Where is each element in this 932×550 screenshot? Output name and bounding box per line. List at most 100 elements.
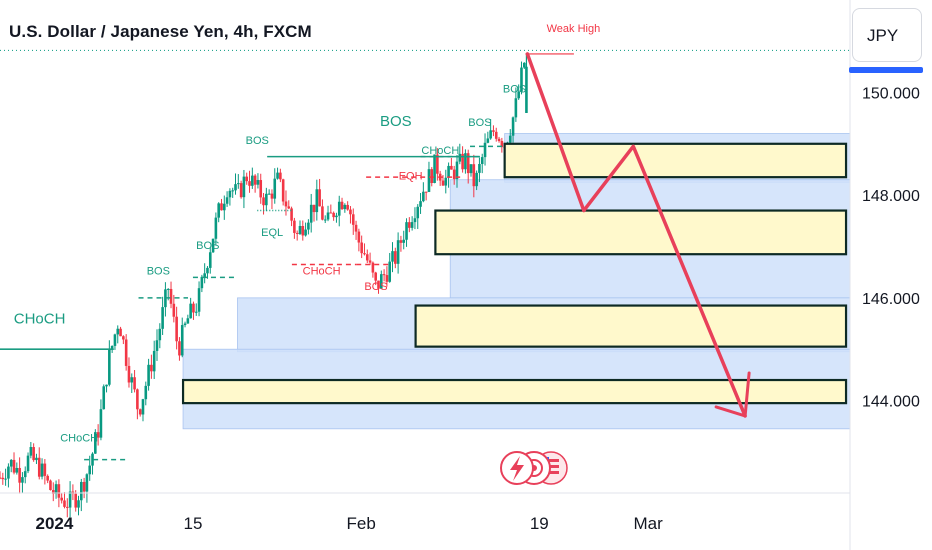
x-tick-label: 15 [183, 514, 202, 533]
candle-body [430, 169, 434, 184]
candle-body [483, 142, 487, 158]
candle-body [0, 477, 2, 479]
order-block-box [434, 209, 848, 256]
candle-body [455, 161, 459, 180]
order-block-box [181, 378, 848, 405]
chart-title: U.S. Dollar / Japanese Yen, 4h, FXCM [9, 22, 312, 41]
y-tick-label: 150.000 [862, 85, 920, 102]
candle-body [18, 467, 21, 483]
candle-body [46, 475, 49, 481]
candle-body [37, 457, 41, 477]
event-icons[interactable] [500, 451, 568, 485]
candle-body [464, 153, 467, 170]
candle-body [427, 169, 431, 192]
currency-button[interactable]: JPY [852, 8, 922, 62]
x-tick-label: Mar [633, 514, 663, 533]
candle-body [475, 172, 478, 187]
order-block-box [414, 304, 848, 348]
candle-body [478, 163, 481, 173]
candle-body [147, 364, 150, 386]
candle-body [208, 252, 212, 268]
structure-label: BOS [246, 135, 269, 147]
candle-body [12, 459, 16, 473]
candle-body [200, 276, 204, 289]
candle-body [416, 206, 420, 219]
candle-body [522, 62, 526, 68]
candle-body [29, 447, 33, 456]
candle-body [225, 197, 229, 204]
structure-labels: CHoCH CHoCH BOS BOS BOS BOS CHoCH EQH EQL CHoCH BO… [14, 23, 601, 445]
earnings-lightning-icon[interactable] [500, 451, 534, 485]
candle-body [197, 288, 201, 312]
candle-body [441, 180, 445, 186]
candle-body [298, 226, 302, 234]
candle-body [99, 409, 103, 438]
candle-body [122, 336, 125, 340]
candle-body [203, 273, 206, 277]
candle-body [436, 154, 439, 174]
structure-lines [0, 53, 574, 461]
candle-body [32, 447, 35, 461]
candle-body [525, 66, 528, 113]
candle-body [110, 345, 114, 350]
candle-body [194, 311, 198, 313]
candle-body [49, 480, 52, 491]
candle-body [63, 500, 66, 507]
candle-body [346, 204, 349, 210]
structure-label: CHoCH [303, 266, 341, 278]
candle-body [293, 220, 296, 233]
candle-body [377, 280, 380, 289]
candle-body [318, 189, 321, 207]
candle-body [68, 491, 72, 508]
y-tick-label: 144.000 [862, 394, 920, 411]
candle-body [178, 341, 181, 356]
candle-body [284, 201, 288, 207]
candle-body [494, 131, 498, 139]
candle-body [136, 389, 139, 410]
candle-body [458, 153, 462, 162]
candle-body [287, 206, 291, 209]
candle-body [237, 183, 240, 185]
candle-body [337, 201, 341, 216]
candle-body [489, 130, 492, 139]
candle-body [371, 262, 375, 273]
candle-body [413, 218, 417, 223]
structure-label: BOS [380, 113, 412, 130]
candle-body [267, 193, 271, 195]
candle-body [65, 506, 69, 508]
candle-body [113, 334, 117, 346]
candle-body [88, 465, 92, 475]
candle-body [256, 180, 260, 185]
candle-body [357, 231, 361, 243]
candle-body [379, 274, 383, 289]
candle-body [497, 138, 501, 142]
candle-body [251, 175, 254, 186]
candle-body [368, 260, 372, 263]
candle-body [405, 222, 408, 240]
candle-body [155, 340, 159, 351]
candle-body [385, 275, 389, 282]
projection-arrow [525, 52, 751, 418]
candle-body [253, 175, 257, 185]
candle-body [410, 222, 414, 228]
candle-body [447, 165, 450, 178]
candle-body [323, 219, 327, 221]
candle-body [217, 203, 220, 218]
candle-body [273, 178, 277, 199]
candle-body [239, 183, 243, 198]
candle-body [116, 328, 120, 335]
candle-body [315, 189, 319, 213]
candle-body [262, 197, 265, 206]
candle-body [321, 206, 324, 220]
candle-body [211, 238, 215, 253]
candle-body [80, 481, 83, 501]
candle-body [486, 138, 490, 143]
candle-body [517, 91, 520, 99]
candle-body [422, 191, 425, 202]
candle-body [450, 165, 453, 170]
candle-body [189, 303, 192, 319]
candle-body [43, 463, 47, 476]
candle-body [94, 432, 97, 454]
